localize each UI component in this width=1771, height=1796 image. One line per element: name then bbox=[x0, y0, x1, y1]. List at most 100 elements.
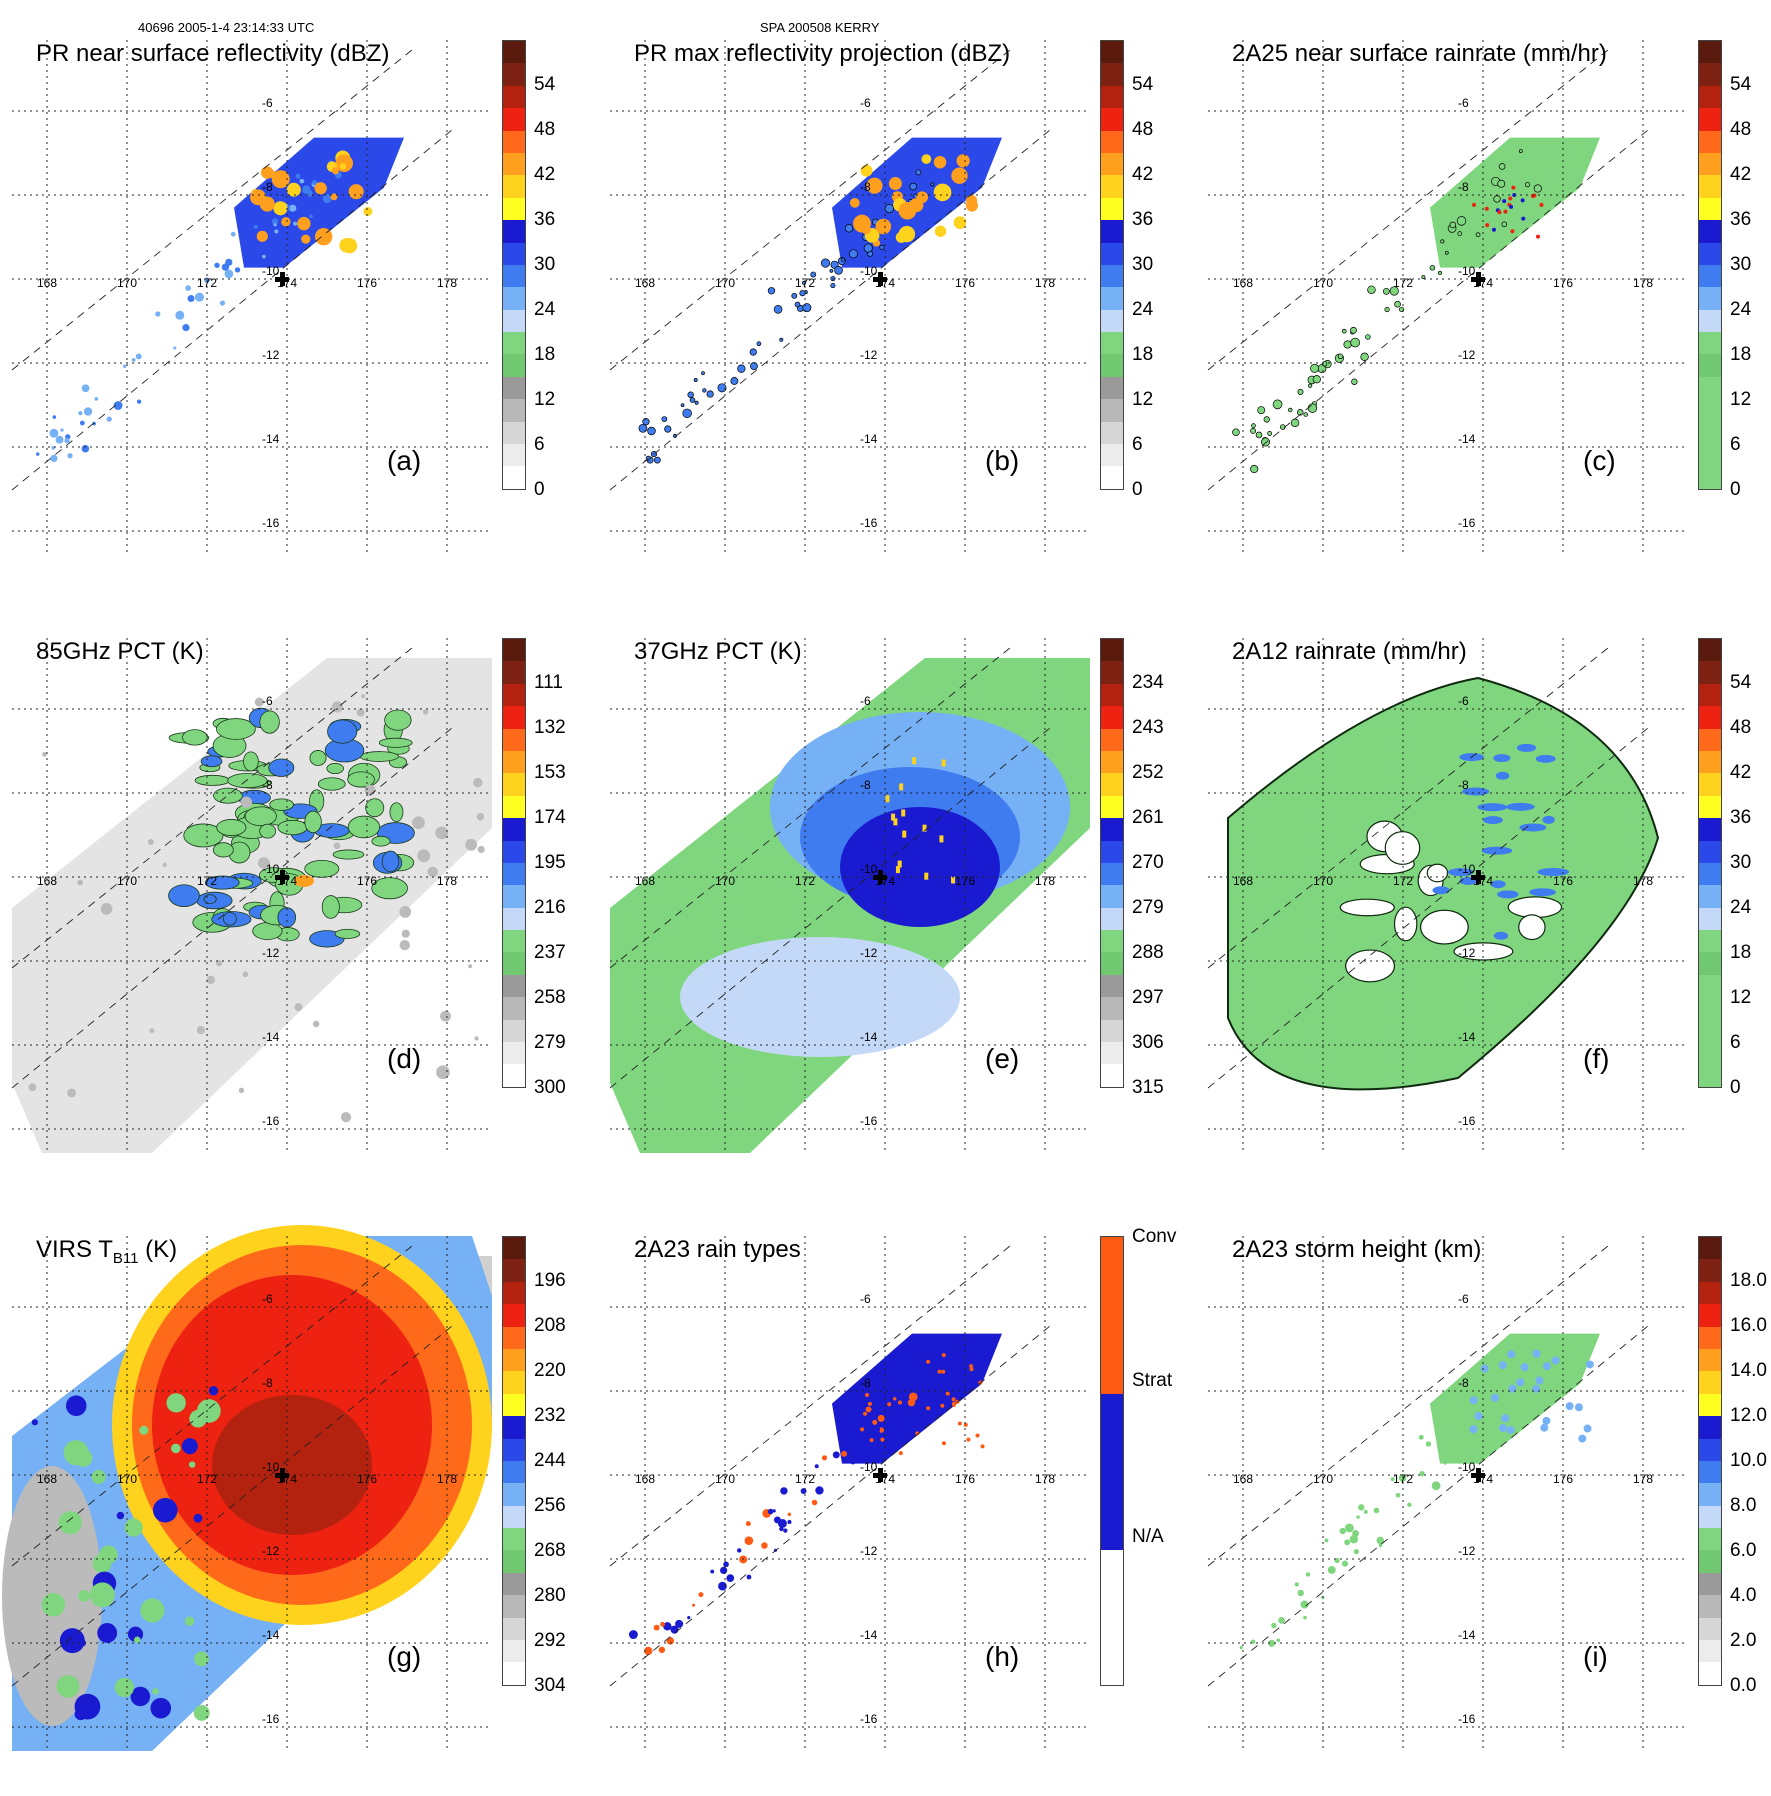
colorbar-tick-label: 6.0 bbox=[1730, 1540, 1757, 1561]
colorbar-segment bbox=[503, 354, 525, 377]
panel-title: VIRS TB11 (K) bbox=[36, 1236, 178, 1267]
panel-title: 2A12 rainrate (mm/hr) bbox=[1232, 638, 1467, 665]
colorbar-tick-label: 36 bbox=[1730, 209, 1752, 230]
colorbar-tick-label: 54 bbox=[534, 74, 556, 95]
colorbar-segment bbox=[503, 220, 525, 243]
colorbar-segment bbox=[1699, 1281, 1721, 1305]
colorbar-tick-label: 48 bbox=[1730, 119, 1752, 140]
colorbar-tick-label: 42 bbox=[1730, 164, 1752, 185]
colorbar-tick-label: 279 bbox=[1132, 897, 1164, 918]
colorbar-tick-label: 30 bbox=[1730, 254, 1752, 275]
panel-title: 2A23 rain types bbox=[634, 1236, 801, 1263]
lat-lon-grid: 168 170 172 174 176 178-6-8-10-12-14-16 bbox=[610, 1236, 1090, 1751]
colorbar-tick-label: 24 bbox=[534, 299, 556, 320]
panel-h-map: 168 170 172 174 176 178-6-8-10-12-14-16 bbox=[609, 1236, 1090, 1751]
colorbar bbox=[502, 1236, 526, 1686]
colorbar-segment bbox=[1101, 1617, 1123, 1641]
colorbar-segment bbox=[1101, 399, 1123, 422]
lon-label: 176 bbox=[1553, 1472, 1573, 1486]
lon-label: 178 bbox=[1633, 874, 1653, 888]
panel-letter: (f) bbox=[1583, 1043, 1610, 1074]
colorbar-tick-label: 288 bbox=[1132, 942, 1164, 963]
colorbar-segment bbox=[1101, 332, 1123, 355]
panel-letter: (a) bbox=[387, 445, 422, 476]
lat-label: -6 bbox=[1458, 96, 1469, 110]
colorbar-segment bbox=[503, 1019, 525, 1043]
colorbar bbox=[1100, 1236, 1124, 1686]
colorbar-segment bbox=[1101, 444, 1123, 467]
colorbar-segment bbox=[1699, 421, 1721, 445]
lon-label: 170 bbox=[117, 276, 137, 290]
lat-label: -14 bbox=[860, 1030, 878, 1044]
colorbar-segment bbox=[503, 728, 525, 751]
lon-label: 168 bbox=[1233, 276, 1253, 290]
colorbar-segment bbox=[503, 1550, 525, 1573]
colorbar-tick-label: 0 bbox=[1730, 479, 1741, 500]
colorbar-segment bbox=[1101, 1662, 1123, 1685]
lon-label: 176 bbox=[955, 276, 975, 290]
colorbar-segment bbox=[1699, 706, 1721, 729]
panel-d: 168 170 172 174 176 178 -6 -8 -10 -12 -14 -16 85GHz … bbox=[11, 638, 612, 1198]
panel-f: 168 170 172 174 176 178 -6 -8 -10 -12 -14 -16 2A12 r… bbox=[1207, 638, 1771, 1198]
lat-label: -16 bbox=[262, 1114, 280, 1128]
colorbar-segment bbox=[1101, 466, 1123, 489]
colorbar-segment bbox=[503, 1042, 525, 1065]
colorbar-segment bbox=[503, 683, 525, 707]
colorbar-tick-label: 4.0 bbox=[1730, 1585, 1757, 1606]
colorbar-segment bbox=[1101, 41, 1123, 64]
colorbar bbox=[1698, 40, 1722, 490]
colorbar-tick-label: 153 bbox=[534, 762, 566, 783]
colorbar-segment bbox=[1699, 1617, 1721, 1641]
colorbar-tick-label: 252 bbox=[1132, 762, 1164, 783]
colorbar-segment bbox=[503, 130, 525, 153]
colorbar-segment bbox=[503, 1617, 525, 1641]
colorbar-segment bbox=[1101, 1550, 1123, 1573]
colorbar-segment bbox=[1699, 85, 1721, 109]
lon-label: 170 bbox=[117, 1472, 137, 1486]
colorbar-tick-label: 12 bbox=[1730, 987, 1752, 1008]
colorbar-segment bbox=[503, 1662, 525, 1685]
lat-label: -12 bbox=[1458, 1544, 1476, 1558]
panel-d-map: 168 170 172 174 176 178-6-8-10-12-14-16 bbox=[11, 638, 492, 1153]
colorbar-segment bbox=[1101, 683, 1123, 707]
colorbar-segment bbox=[1101, 840, 1123, 863]
lat-label: -6 bbox=[262, 96, 273, 110]
colorbar-tick-label: 270 bbox=[1132, 852, 1164, 873]
colorbar-segment bbox=[1101, 1348, 1123, 1372]
colorbar-segment bbox=[1101, 220, 1123, 243]
colorbar-segment bbox=[1101, 1064, 1123, 1087]
colorbar-segment bbox=[1699, 1460, 1721, 1484]
colorbar-segment bbox=[1699, 1019, 1721, 1043]
lon-label: 172 bbox=[197, 276, 217, 290]
colorbar-segment bbox=[1699, 952, 1721, 975]
colorbar-tick-label: 2.0 bbox=[1730, 1630, 1757, 1651]
colorbar-segment bbox=[1101, 1281, 1123, 1305]
colorbar-segment bbox=[503, 399, 525, 422]
lat-label: -8 bbox=[860, 1376, 871, 1390]
colorbar-segment bbox=[1699, 152, 1721, 176]
storm-center-marker bbox=[1471, 272, 1485, 286]
storm-center-marker bbox=[1471, 1468, 1485, 1482]
header-orbit-info: 40696 2005-1-4 23:14:33 UTC bbox=[138, 20, 315, 35]
colorbar-segment bbox=[1699, 1528, 1721, 1551]
colorbar bbox=[502, 638, 526, 1088]
colorbar bbox=[1698, 638, 1722, 1088]
lat-label: -12 bbox=[860, 1544, 878, 1558]
colorbar-tick-label: N/A bbox=[1132, 1526, 1164, 1547]
colorbar-tick-label: 30 bbox=[1132, 254, 1154, 275]
colorbar-segment bbox=[1101, 1416, 1123, 1439]
lat-label: -12 bbox=[1458, 348, 1476, 362]
colorbar-segment bbox=[1101, 795, 1123, 819]
colorbar-tick-label: Strat bbox=[1132, 1370, 1173, 1391]
colorbar bbox=[1100, 40, 1124, 490]
colorbar-segment bbox=[503, 974, 525, 998]
colorbar-segment bbox=[1101, 728, 1123, 751]
panel-title: 37GHz PCT (K) bbox=[634, 638, 802, 665]
panel-title: 2A25 near surface rainrate (mm/hr) bbox=[1232, 40, 1607, 67]
lat-label: -14 bbox=[262, 432, 280, 446]
colorbar-segment bbox=[503, 840, 525, 863]
colorbar-tick-label: 42 bbox=[1132, 164, 1154, 185]
colorbar-segment bbox=[1699, 1259, 1721, 1282]
colorbar-segment bbox=[1699, 1064, 1721, 1087]
colorbar-segment bbox=[503, 661, 525, 684]
